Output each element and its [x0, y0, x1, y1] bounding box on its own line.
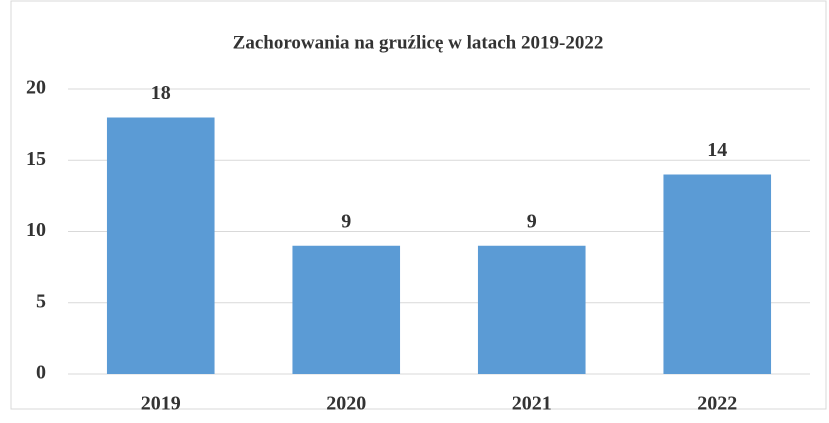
- y-tick-label: 0: [36, 362, 46, 384]
- bar: [663, 174, 772, 374]
- y-tick-label: 20: [26, 77, 46, 99]
- data-label: 14: [707, 139, 727, 161]
- y-tick-label: 15: [26, 148, 46, 170]
- data-label: 9: [527, 210, 537, 232]
- chart-title: Zachorowania na gruźlicę w latach 2019-2…: [233, 32, 604, 53]
- y-tick-label: 10: [26, 219, 46, 241]
- data-label: 18: [151, 82, 171, 104]
- bar: [292, 245, 401, 374]
- data-label: 9: [341, 210, 351, 232]
- x-tick-label: 2019: [141, 393, 181, 415]
- y-tick-label: 5: [36, 290, 46, 312]
- x-tick-label: 2020: [326, 393, 366, 415]
- bar: [477, 245, 586, 374]
- x-tick-label: 2022: [697, 393, 737, 415]
- bar: [106, 117, 215, 374]
- x-tick-label: 2021: [512, 393, 552, 415]
